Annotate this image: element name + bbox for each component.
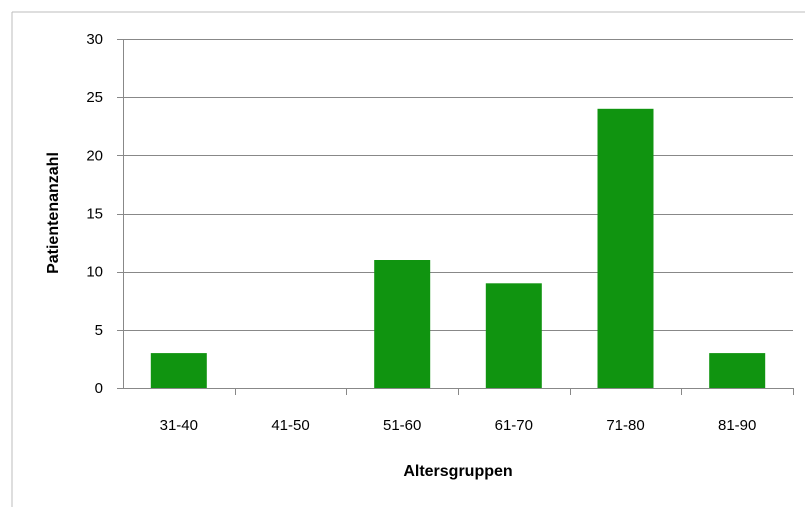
y-axis-title: Patientenanzahl (45, 152, 62, 274)
x-tick-label: 51-60 (383, 417, 421, 434)
y-tick-label: 25 (86, 89, 103, 106)
bars (150, 108, 766, 389)
y-tick-label: 30 (86, 31, 103, 48)
y-tick-label: 15 (86, 206, 103, 223)
x-tick-label: 61-70 (495, 417, 533, 434)
bar (485, 283, 542, 388)
y-tick-label: 20 (86, 147, 103, 164)
x-tick-label: 71-80 (606, 417, 644, 434)
y-tick-label: 0 (95, 380, 103, 397)
x-tick-label: 41-50 (271, 417, 309, 434)
bar (150, 353, 207, 388)
bar (374, 260, 431, 388)
x-tick-label: 81-90 (718, 417, 756, 434)
y-tick-label: 5 (95, 322, 103, 339)
y-tick-labels: 0 5 10 15 20 25 30 (86, 31, 103, 397)
bar (597, 108, 654, 389)
chart-frame-lines (11, 11, 805, 507)
x-axis-title: Altersgruppen (403, 463, 512, 480)
y-tick-label: 10 (86, 264, 103, 281)
bar (709, 353, 766, 388)
gridlines (123, 39, 793, 331)
x-tick-labels: 31-40 41-50 51-60 61-70 71-80 81-90 (160, 417, 757, 434)
axes (117, 39, 794, 395)
x-tick-label: 31-40 (160, 417, 198, 434)
